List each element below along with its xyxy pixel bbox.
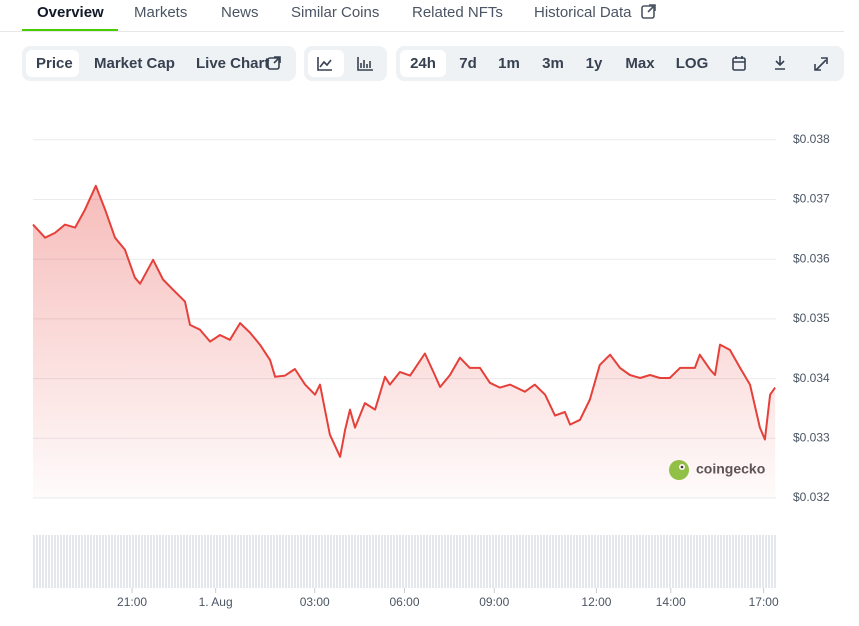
calendar-icon[interactable] [732,56,746,71]
tab[interactable]: Overview [37,4,104,21]
y-tick-label: $0.038 [793,132,830,146]
plot: $0.032 $0.033 $0.034 $0.035 $0.036 $0.037 $0.0… [32,132,830,609]
price-line [32,184,776,458]
download-icon[interactable] [775,56,785,70]
line-chart-icon[interactable] [317,57,332,71]
range-button[interactable]: 1y [586,55,603,72]
y-tick-label: $0.036 [793,251,830,265]
x-tick-label: 14:00 [656,595,686,609]
selected-pill [400,50,446,77]
y-tick-label: $0.033 [793,430,830,444]
divider [0,31,844,32]
range-button[interactable]: Max [625,55,655,72]
tab[interactable]: Markets [134,4,187,21]
x-tick-label: 09:00 [479,595,509,609]
price-area [33,185,776,499]
x-tick-label: 06:00 [389,595,419,609]
metric-button[interactable]: Live Chart [196,55,269,72]
range-button[interactable]: 24h [410,55,436,72]
x-tick-label: 1. Aug [199,595,233,609]
y-tick-label: $0.037 [793,192,830,206]
selected-pill [26,50,79,77]
y-tick-label: $0.032 [793,490,830,504]
volume-bars [33,535,776,588]
tab[interactable]: Similar Coins [291,4,379,21]
toolbar-group [396,46,844,81]
external-icon [641,4,656,19]
metric-button[interactable]: Market Cap [94,55,175,72]
candle-chart-icon[interactable] [357,57,373,71]
range-button[interactable]: 3m [542,55,564,72]
external-icon [267,56,281,70]
tab-underline [22,29,118,32]
range-button[interactable]: 7d [459,55,477,72]
toolbar-group [22,46,296,81]
x-tick-label: 17:00 [749,595,779,609]
x-tick-label: 12:00 [581,595,611,609]
fullscreen-icon[interactable] [814,57,828,71]
y-tick-label: $0.034 [793,371,830,385]
tab[interactable]: Related NFTs [412,4,503,21]
x-tick-label: 21:00 [117,595,147,609]
y-tick-label: $0.035 [793,311,830,325]
metric-button[interactable]: Price [36,55,73,72]
range-button[interactable]: 1m [498,55,520,72]
tab[interactable]: News [221,4,259,21]
x-tick-label: 03:00 [300,595,330,609]
tab[interactable]: Historical Data [534,4,632,21]
range-button[interactable]: LOG [676,55,709,72]
